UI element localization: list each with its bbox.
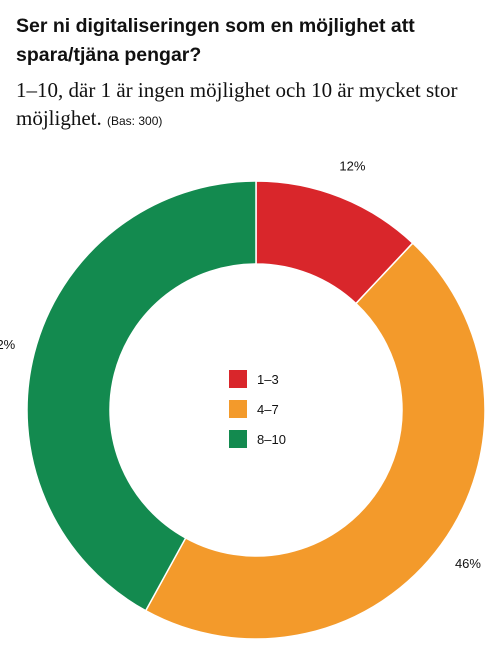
base-note: (Bas: 300): [107, 114, 163, 128]
slice-value-label-3: 42%: [0, 337, 16, 352]
donut-slice-3: [26, 180, 257, 612]
legend-label-1: 1–3: [257, 372, 279, 387]
chart-title: Ser ni digitaliseringen som en möjlighet…: [16, 15, 415, 66]
slice-value-label-2: 46%: [455, 556, 481, 571]
slice-value-label-1: 12%: [339, 158, 365, 173]
legend-swatch-2: [229, 400, 247, 418]
scale-description: 1–10, där 1 är ingen möjlighet och 10 är…: [16, 78, 458, 130]
legend-label-2: 4–7: [257, 402, 279, 417]
legend-swatch-1: [229, 370, 247, 388]
chart-subtitle: 1–10, där 1 är ingen möjlighet och 10 är…: [16, 76, 476, 135]
legend-swatch-3: [229, 430, 247, 448]
donut-slice-2: [144, 242, 486, 640]
legend-label-3: 8–10: [257, 432, 286, 447]
